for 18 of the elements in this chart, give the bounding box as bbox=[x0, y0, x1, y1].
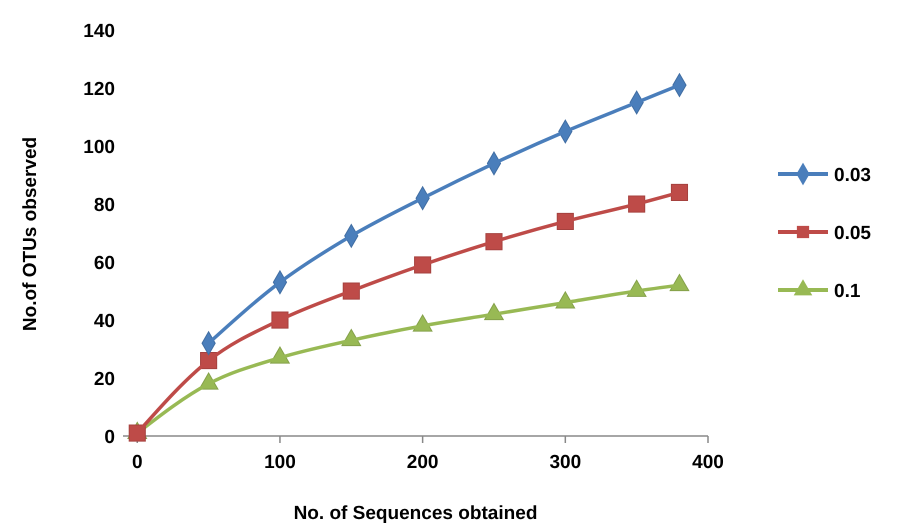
y-tick-label: 60 bbox=[94, 253, 115, 274]
y-tick-label: 20 bbox=[94, 369, 115, 390]
y-tick-label: 0 bbox=[104, 427, 115, 448]
y-tick-label: 80 bbox=[94, 195, 115, 216]
legend-label: 0.1 bbox=[834, 281, 861, 302]
x-tick-label: 200 bbox=[406, 452, 438, 473]
x-tick-label: 100 bbox=[264, 452, 296, 473]
legend-label: 0.03 bbox=[834, 165, 871, 186]
y-tick-label: 100 bbox=[83, 137, 115, 158]
x-tick-label: 400 bbox=[692, 452, 724, 473]
legend-label: 0.05 bbox=[834, 223, 872, 244]
x-tick-label: 300 bbox=[549, 452, 582, 473]
y-axis-title: No.of OTUs observed bbox=[20, 136, 41, 332]
x-axis-title: No. of Sequences obtained bbox=[294, 503, 538, 524]
x-tick-label: 0 bbox=[132, 452, 143, 473]
y-tick-label: 140 bbox=[83, 21, 115, 42]
y-tick-label: 40 bbox=[94, 311, 115, 332]
y-tick-label: 120 bbox=[83, 79, 115, 100]
